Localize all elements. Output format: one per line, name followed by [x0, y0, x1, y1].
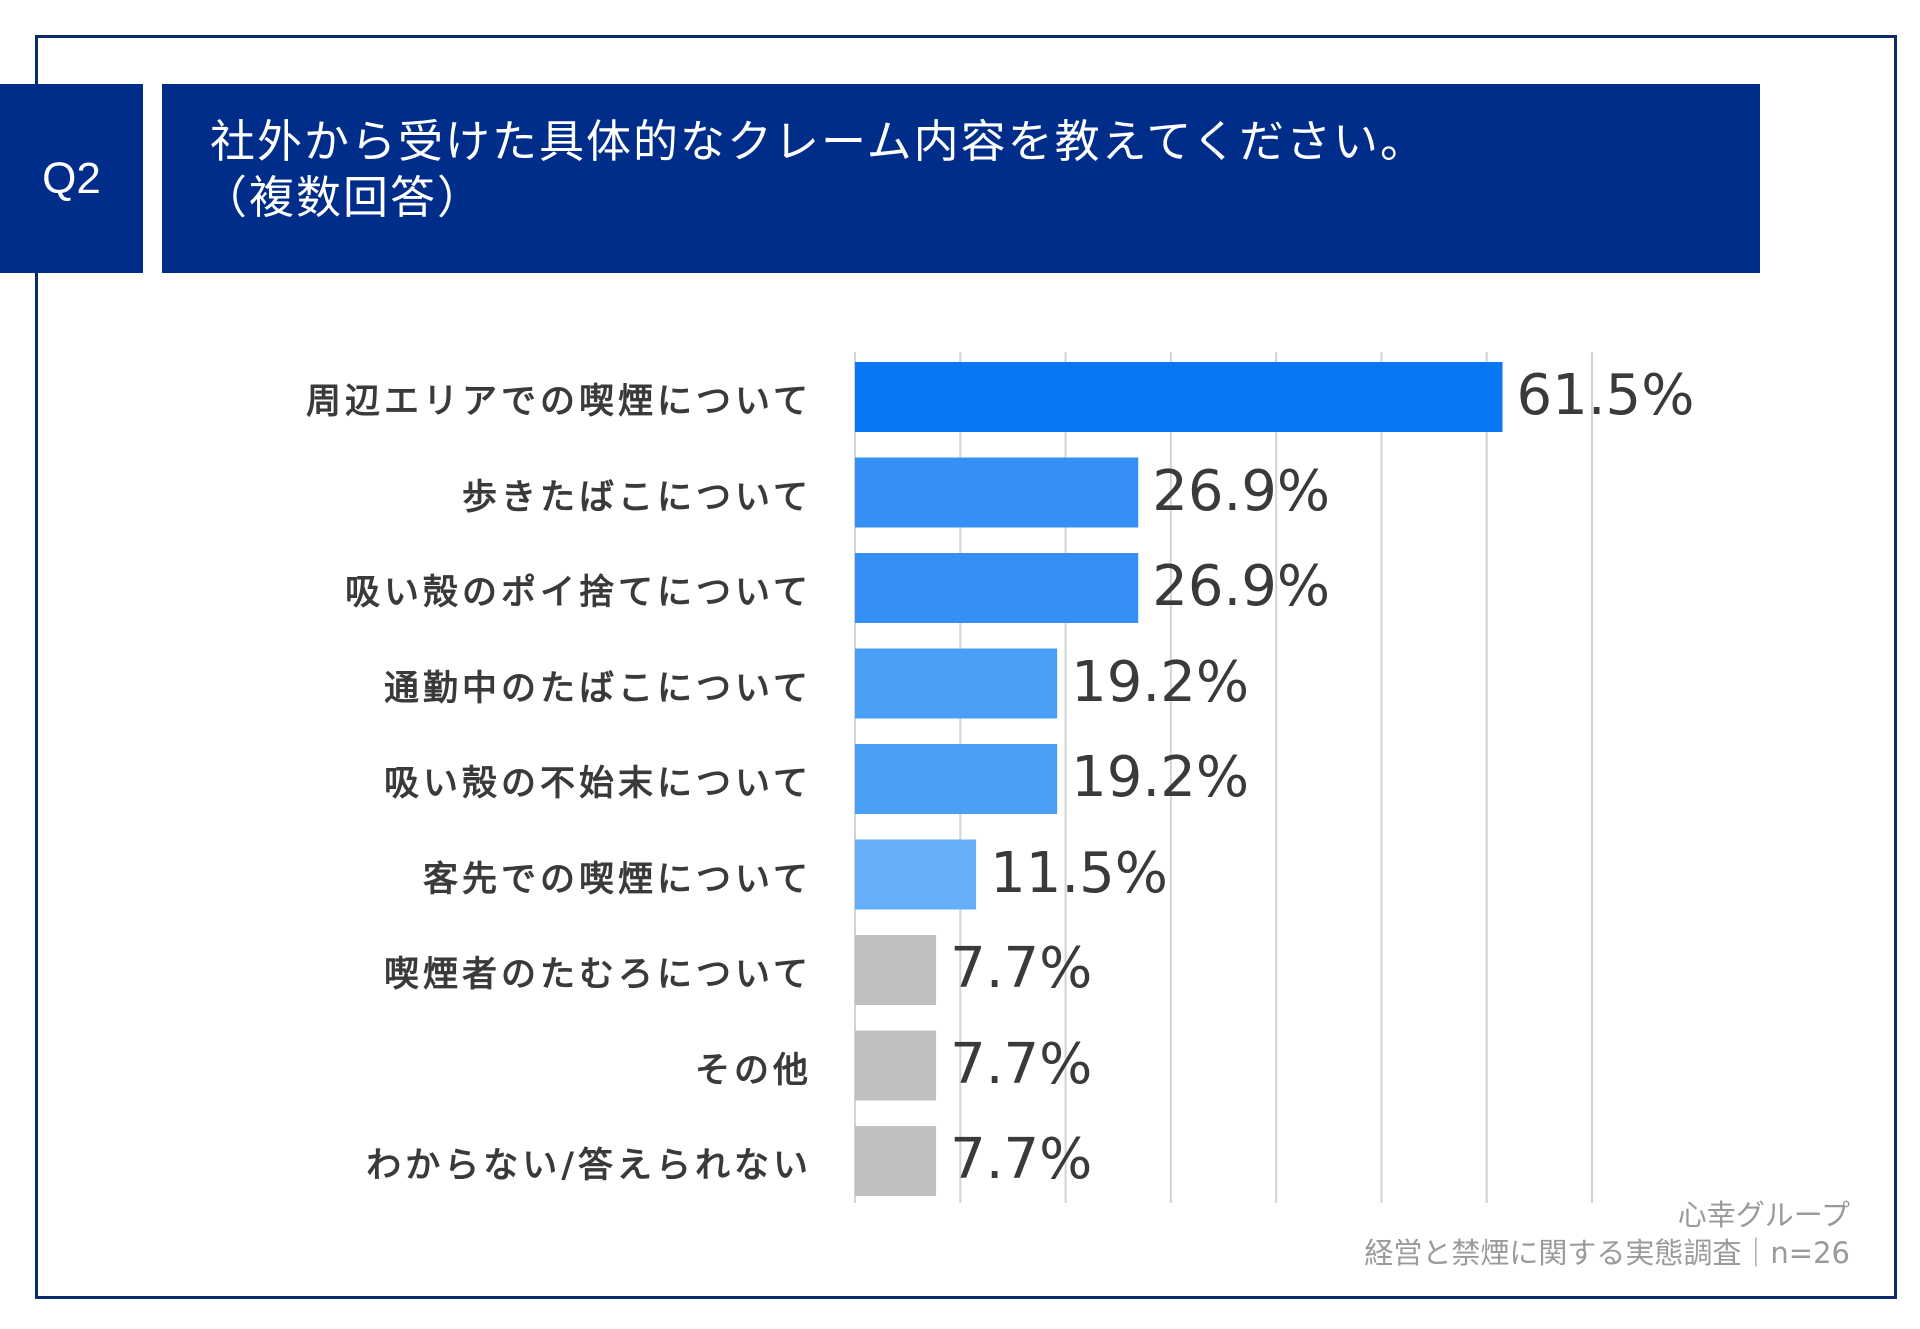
value-label: 7.7% [950, 1031, 1093, 1097]
value-label: 11.5% [990, 840, 1168, 906]
credit-company: 心幸グループ [1677, 1198, 1850, 1232]
bar [855, 553, 1139, 623]
bar [855, 1126, 937, 1196]
value-label: 26.9% [1152, 458, 1331, 524]
category-label: 吸い殻のポイ捨てについて [345, 573, 812, 613]
bar [855, 935, 937, 1005]
category-label: 喫煙者のたむろについて [384, 955, 812, 995]
bar [855, 1030, 937, 1101]
category-label: 吸い殻の不始末について [384, 764, 812, 804]
question-number-badge: Q2 [0, 84, 143, 273]
bar [855, 839, 977, 910]
question-subtitle: （複数回答） [202, 171, 485, 224]
category-label: 歩きたばこについて [462, 477, 812, 518]
bar [855, 648, 1058, 719]
question-title: 社外から受けた具体的なクレーム内容を教えてください。 [210, 115, 1428, 168]
bar [855, 744, 1058, 814]
category-label: わからない/答えられない [366, 1146, 812, 1186]
category-label: その他 [694, 1050, 812, 1091]
value-label: 19.2% [1071, 649, 1250, 715]
category-label: 客先での喫煙について [423, 859, 812, 900]
value-label: 19.2% [1071, 745, 1250, 810]
credit-survey: 経営と禁煙に関する実態調査｜n=26 [1364, 1236, 1850, 1270]
value-label: 7.7% [950, 1127, 1093, 1192]
value-label: 61.5% [1516, 363, 1695, 428]
chart-frame [35, 35, 1897, 1299]
value-label: 7.7% [950, 936, 1093, 1001]
question-number: Q2 [42, 153, 101, 203]
category-label: 周辺エリアでの喫煙について [306, 382, 812, 422]
bar [855, 362, 1503, 432]
bar [855, 457, 1139, 528]
question-banner: 社外から受けた具体的なクレーム内容を教えてください。 （複数回答） [162, 84, 1760, 273]
category-label: 通勤中のたばこについて [384, 668, 812, 709]
value-label: 26.9% [1152, 554, 1331, 619]
